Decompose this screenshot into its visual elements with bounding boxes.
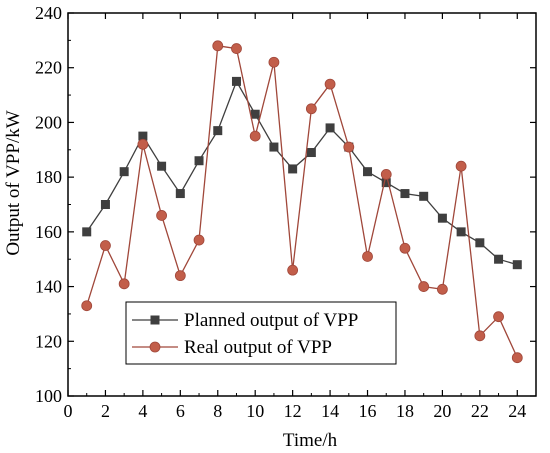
legend-label: Real output of VPP xyxy=(184,337,332,358)
planned-point xyxy=(306,148,316,158)
real-point xyxy=(287,264,299,276)
real-point xyxy=(399,242,411,254)
planned-point xyxy=(138,131,148,141)
real-point xyxy=(474,330,486,342)
series-line-1 xyxy=(86,79,518,266)
real-point xyxy=(193,234,205,246)
x-tick-label: 4 xyxy=(138,401,147,421)
planned-point xyxy=(119,167,129,177)
y-tick-label: 180 xyxy=(35,167,62,187)
real-point xyxy=(137,138,149,150)
x-tick-label: 2 xyxy=(101,401,110,421)
x-tick-label: 8 xyxy=(213,401,222,421)
y-tick-label: 160 xyxy=(35,222,62,242)
y-tick-label: 220 xyxy=(35,58,62,78)
planned-point xyxy=(363,167,373,177)
planned-point xyxy=(175,189,185,199)
y-tick-label: 200 xyxy=(35,112,62,132)
real-point xyxy=(231,43,242,54)
planned-point xyxy=(437,213,447,223)
real-point xyxy=(249,130,261,142)
planned-point xyxy=(288,164,298,174)
planned-point xyxy=(475,238,485,248)
planned-point xyxy=(100,200,110,209)
legend: Planned output of VPP Real output of VPP xyxy=(125,301,397,365)
axes-layer: 0 2 4 6 8 10 12 14 16 18 20 22 241001201401601802002… xyxy=(35,3,537,421)
legend-box xyxy=(125,301,397,365)
y-tick-label: 140 xyxy=(35,277,62,297)
x-tick-label: 10 xyxy=(246,401,264,421)
plot-layer xyxy=(81,40,523,364)
real-point xyxy=(118,278,130,290)
legend-label: Planned output of VPP xyxy=(184,310,358,331)
real-point xyxy=(380,169,392,180)
planned-point xyxy=(269,142,279,152)
real-point xyxy=(81,300,93,312)
real-point xyxy=(100,240,111,251)
legend-marker-square xyxy=(150,315,160,325)
planned-point xyxy=(400,189,410,199)
planned-point xyxy=(157,161,167,171)
x-tick-label: 14 xyxy=(321,401,339,421)
x-axis-title: Time/h xyxy=(283,430,338,451)
planned-point xyxy=(194,156,204,166)
y-tick-label: 100 xyxy=(35,386,62,406)
x-tick-label: 12 xyxy=(284,401,302,421)
y-tick-label: 120 xyxy=(35,331,62,351)
x-tick-label: 20 xyxy=(433,401,451,421)
planned-point xyxy=(231,76,241,86)
planned-point xyxy=(512,260,522,270)
real-point xyxy=(455,160,467,172)
y-tick-label: 240 xyxy=(35,3,62,23)
planned-point xyxy=(82,227,92,237)
planned-point xyxy=(381,178,391,188)
real-point xyxy=(268,56,280,68)
real-point xyxy=(212,40,224,52)
x-tick-label: 18 xyxy=(396,401,414,421)
series-line-2 xyxy=(86,45,518,358)
real-point xyxy=(493,311,504,323)
planned-point xyxy=(325,123,335,133)
y-axis-title: Output of VPP/kW xyxy=(3,110,24,255)
real-point xyxy=(436,283,448,295)
x-tick-label: 0 xyxy=(64,401,73,421)
planned-point xyxy=(250,109,260,119)
planned-point xyxy=(456,227,466,237)
planned-point xyxy=(494,254,504,264)
real-point xyxy=(418,281,430,292)
planned-point xyxy=(213,126,223,136)
real-point xyxy=(511,352,523,364)
legend-marker-circle xyxy=(149,341,161,353)
x-tick-label: 6 xyxy=(176,401,185,421)
real-point xyxy=(174,270,186,282)
x-tick-label: 16 xyxy=(359,401,377,421)
real-point xyxy=(156,210,168,221)
real-point xyxy=(362,251,373,262)
real-point xyxy=(343,141,355,153)
real-point xyxy=(305,103,317,115)
x-tick-label: 24 xyxy=(508,401,526,421)
real-point xyxy=(324,78,336,90)
planned-point xyxy=(419,191,429,201)
x-tick-label: 22 xyxy=(471,401,489,421)
